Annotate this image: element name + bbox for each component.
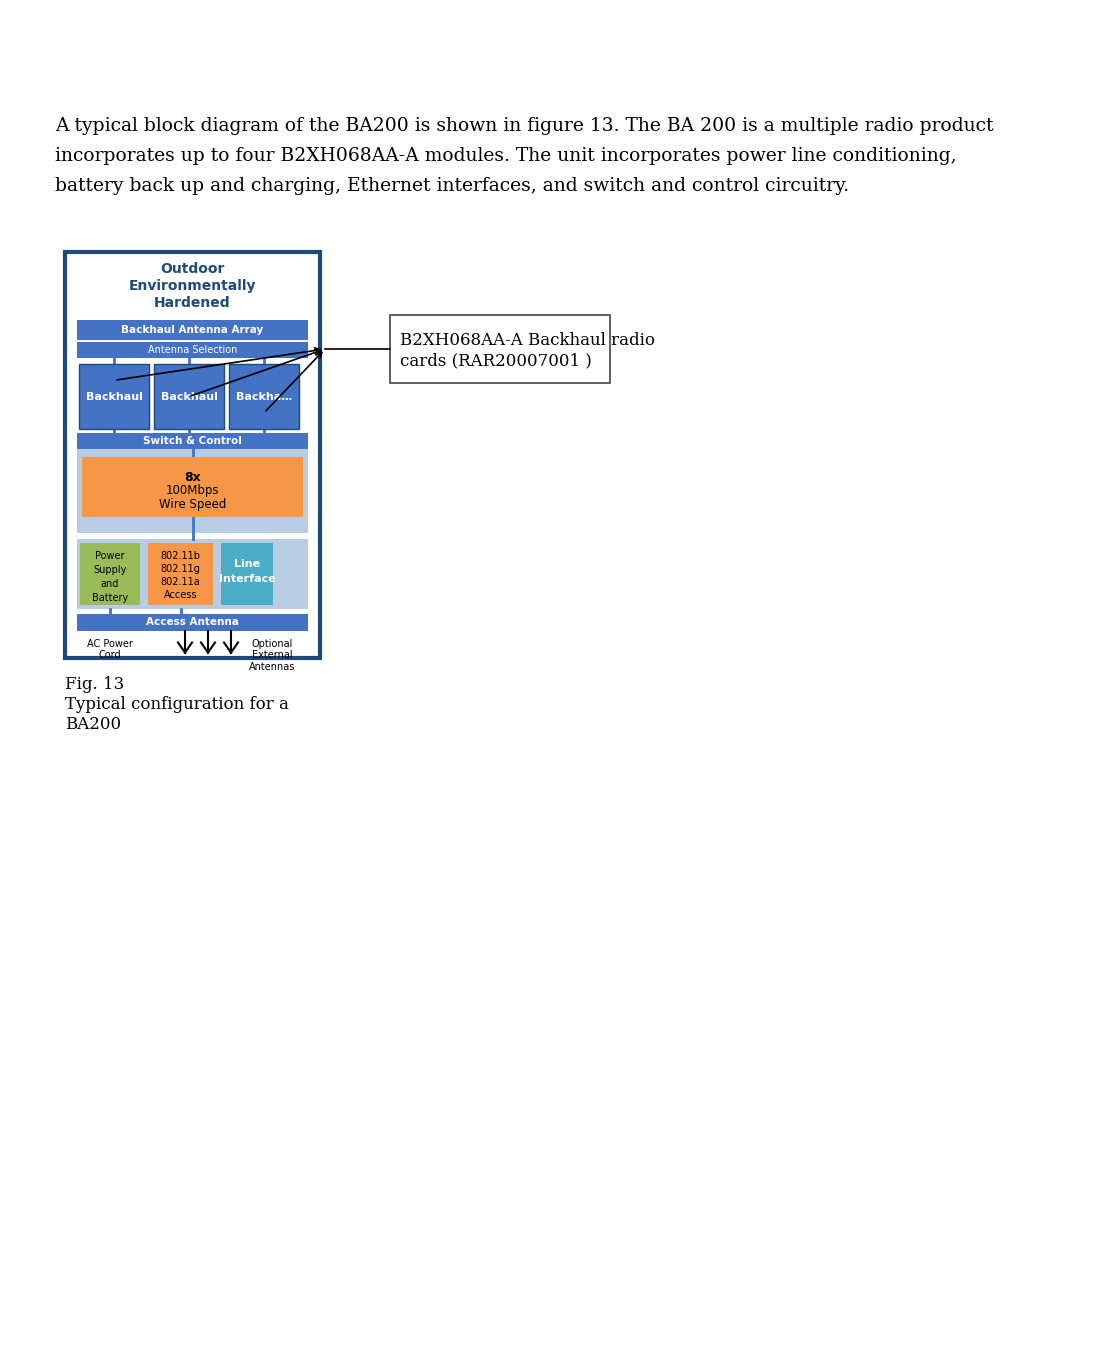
Text: Optional
External
Antennas: Optional External Antennas [249,638,296,671]
Text: Backhaul: Backhaul [161,391,217,402]
Bar [82,457,303,517]
Text: Outdoor: Outdoor [160,262,225,276]
Text: Access: Access [163,591,197,600]
Text: 802.11g: 802.11g [161,565,201,574]
Text: Typical configuration for a: Typical configuration for a [65,696,289,712]
Text: cards (RAR20007001 ): cards (RAR20007001 ) [400,353,592,369]
Text: Antenna Selection: Antenna Selection [148,344,237,355]
Text: 8x: 8x [184,470,201,484]
Text: Interface: Interface [218,574,276,585]
Bar [77,540,308,610]
Text: and: and [100,580,119,589]
Bar [154,364,224,429]
Text: 802.11b: 802.11b [161,551,201,562]
Text: Backha…: Backha… [236,391,292,402]
Bar [81,543,140,606]
Bar [79,364,149,429]
Text: B2XH068AA-A Backhaul radio: B2XH068AA-A Backhaul radio [400,332,655,350]
Text: Hardened: Hardened [154,295,231,310]
Text: incorporates up to four B2XH068AA-A modules. The unit incorporates power line co: incorporates up to four B2XH068AA-A modu… [55,146,956,164]
Text: WRM   Product Manual – 2.6 GHz WCS Band Radio Module: WRM Product Manual – 2.6 GHz WCS Band Ra… [13,14,611,33]
Text: Wire Speed: Wire Speed [159,498,226,511]
Text: Switch & Control: Switch & Control [143,436,242,446]
Text: AC Power
Cord: AC Power Cord [87,638,133,660]
Text: BA200: BA200 [65,716,121,733]
Bar [390,314,610,383]
Text: Environmentally: Environmentally [129,279,256,293]
Text: Backhaul Antenna Array: Backhaul Antenna Array [121,325,264,335]
Text: 802.11a: 802.11a [161,577,201,588]
Text: A typical block diagram of the BA200 is shown in figure 13. The BA 200 is a mult: A typical block diagram of the BA200 is … [55,116,994,134]
Bar [77,433,308,450]
Bar [148,543,213,606]
Bar [77,615,308,630]
Text: Battery: Battery [92,593,128,603]
Text: Power: Power [95,551,125,562]
Text: battery back up and charging, Ethernet interfaces, and switch and control circui: battery back up and charging, Ethernet i… [55,176,849,194]
Text: Access Antenna: Access Antenna [146,618,239,627]
Bar [229,364,299,429]
Text: Backhaul: Backhaul [86,391,142,402]
Text: 100Mbps: 100Mbps [165,484,219,496]
Bar [77,342,308,358]
Text: Fig. 13: Fig. 13 [65,675,125,693]
Bar [221,543,274,606]
Text: Line: Line [234,559,260,570]
Text: Page 12 of 21: Page 12 of 21 [963,1340,1090,1356]
Bar [77,320,308,340]
Bar [77,433,308,533]
Text: Supply: Supply [94,566,127,576]
Bar [65,252,320,658]
